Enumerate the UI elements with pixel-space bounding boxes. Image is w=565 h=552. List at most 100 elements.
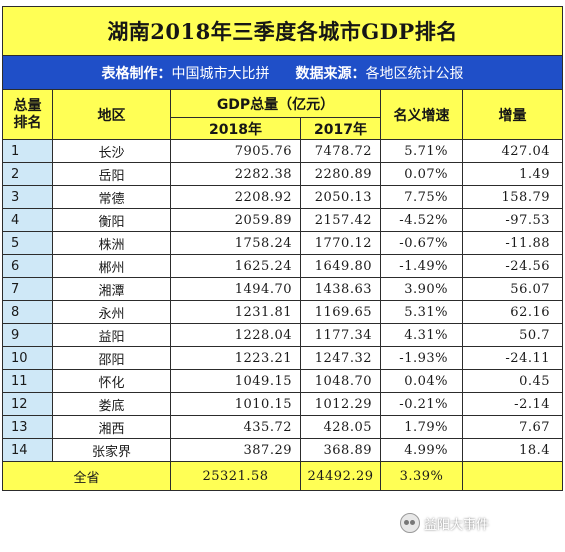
city-cell: 长沙 bbox=[52, 139, 171, 163]
increase-cell: 18.4 bbox=[461, 438, 564, 462]
growth-cell: -0.67% bbox=[380, 231, 463, 255]
gdp-2017-cell: 1048.70 bbox=[300, 369, 381, 393]
growth-cell: 0.07% bbox=[380, 162, 463, 186]
region-header: 地区 bbox=[52, 89, 171, 140]
increase-header: 增量 bbox=[461, 89, 564, 140]
increase-cell: 7.67 bbox=[461, 415, 564, 439]
table-row: 12 娄底 1010.15 1012.29 -0.21% -2.14 bbox=[2, 392, 564, 416]
gdp-2018-cell: 387.29 bbox=[170, 438, 301, 462]
gdp-2018-cell: 1223.21 bbox=[170, 346, 301, 370]
rank-cell: 13 bbox=[2, 415, 53, 439]
year-2018-header: 2018年 bbox=[170, 117, 301, 140]
city-cell: 怀化 bbox=[52, 369, 171, 393]
gdp-2017-cell: 1247.32 bbox=[300, 346, 381, 370]
city-cell: 株洲 bbox=[52, 231, 171, 255]
increase-cell: 56.07 bbox=[461, 277, 564, 301]
growth-cell: 4.31% bbox=[380, 323, 463, 347]
increase-cell: 50.7 bbox=[461, 323, 564, 347]
city-cell: 永州 bbox=[52, 300, 171, 324]
growth-cell: 5.31% bbox=[380, 300, 463, 324]
increase-cell: -97.53 bbox=[461, 208, 564, 232]
gdp-2017-cell: 1770.12 bbox=[300, 231, 381, 255]
total-label: 全省 bbox=[2, 461, 171, 491]
table-row: 5 株洲 1758.24 1770.12 -0.67% -11.88 bbox=[2, 231, 564, 255]
total-increase bbox=[461, 461, 564, 491]
table-row: 13 湘西 435.72 428.05 1.79% 7.67 bbox=[2, 415, 564, 439]
table-row: 14 张家界 387.29 368.89 4.99% 18.4 bbox=[2, 438, 564, 462]
gdp-2017-cell: 1169.65 bbox=[300, 300, 381, 324]
growth-cell: 3.90% bbox=[380, 277, 463, 301]
gdp-2018-cell: 1010.15 bbox=[170, 392, 301, 416]
growth-cell: -0.21% bbox=[380, 392, 463, 416]
growth-cell: -1.49% bbox=[380, 254, 463, 278]
rank-cell: 4 bbox=[2, 208, 53, 232]
rank-cell: 14 bbox=[2, 438, 53, 462]
rank-header: 总量 排名 bbox=[2, 89, 53, 140]
gdp-2018-cell: 1231.81 bbox=[170, 300, 301, 324]
increase-cell: 427.04 bbox=[461, 139, 564, 163]
rank-cell: 2 bbox=[2, 162, 53, 186]
city-cell: 郴州 bbox=[52, 254, 171, 278]
increase-cell: 1.49 bbox=[461, 162, 564, 186]
increase-cell: 62.16 bbox=[461, 300, 564, 324]
gdp-2018-cell: 1494.70 bbox=[170, 277, 301, 301]
increase-cell: 158.79 bbox=[461, 185, 564, 209]
gdp-2017-cell: 368.89 bbox=[300, 438, 381, 462]
rank-header-line2: 排名 bbox=[13, 114, 42, 131]
gdp-2018-cell: 1228.04 bbox=[170, 323, 301, 347]
gdp-2018-cell: 2059.89 bbox=[170, 208, 301, 232]
city-cell: 岳阳 bbox=[52, 162, 171, 186]
growth-cell: 4.99% bbox=[380, 438, 463, 462]
rank-cell: 11 bbox=[2, 369, 53, 393]
watermark: 益阳大事件 bbox=[400, 513, 489, 533]
increase-cell: -2.14 bbox=[461, 392, 564, 416]
growth-cell: -4.52% bbox=[380, 208, 463, 232]
gdp-2017-cell: 2280.89 bbox=[300, 162, 381, 186]
source-value: 各地区统计公报 bbox=[365, 65, 464, 82]
gdp-2018-cell: 2282.38 bbox=[170, 162, 301, 186]
increase-cell: 0.45 bbox=[461, 369, 564, 393]
gdp-2017-cell: 1012.29 bbox=[300, 392, 381, 416]
nominal-growth-header: 名义增速 bbox=[380, 89, 463, 140]
table-row: 2 岳阳 2282.38 2280.89 0.07% 1.49 bbox=[2, 162, 564, 186]
source-label: 数据来源： bbox=[295, 65, 366, 82]
rank-header-line1: 总量 bbox=[13, 97, 42, 114]
rank-cell: 5 bbox=[2, 231, 53, 255]
city-cell: 娄底 bbox=[52, 392, 171, 416]
table-row: 10 邵阳 1223.21 1247.32 -1.93% -24.11 bbox=[2, 346, 564, 370]
rank-cell: 6 bbox=[2, 254, 53, 278]
rank-cell: 12 bbox=[2, 392, 53, 416]
table-row: 4 衡阳 2059.89 2157.42 -4.52% -97.53 bbox=[2, 208, 564, 232]
total-row: 全省 25321.58 24492.29 3.39% bbox=[2, 461, 564, 491]
gdp-2018-cell: 435.72 bbox=[170, 415, 301, 439]
gdp-2017-cell: 7478.72 bbox=[300, 139, 381, 163]
table-row: 3 常德 2208.92 2050.13 7.75% 158.79 bbox=[2, 185, 564, 209]
city-cell: 湘潭 bbox=[52, 277, 171, 301]
gdp-2018-cell: 2208.92 bbox=[170, 185, 301, 209]
wechat-icon bbox=[400, 513, 420, 533]
growth-cell: 5.71% bbox=[380, 139, 463, 163]
table-row: 11 怀化 1049.15 1048.70 0.04% 0.45 bbox=[2, 369, 564, 393]
gdp-2018-cell: 1758.24 bbox=[170, 231, 301, 255]
table-row: 8 永州 1231.81 1169.65 5.31% 62.16 bbox=[2, 300, 564, 324]
rank-cell: 1 bbox=[2, 139, 53, 163]
gdp-2017-cell: 1177.34 bbox=[300, 323, 381, 347]
growth-cell: -1.93% bbox=[380, 346, 463, 370]
growth-cell: 1.79% bbox=[380, 415, 463, 439]
gdp-2017-cell: 2157.42 bbox=[300, 208, 381, 232]
gdp-2017-cell: 1438.63 bbox=[300, 277, 381, 301]
increase-cell: -24.56 bbox=[461, 254, 564, 278]
table-row: 7 湘潭 1494.70 1438.63 3.90% 56.07 bbox=[2, 277, 564, 301]
rank-cell: 9 bbox=[2, 323, 53, 347]
table-title: 湖南2018年三季度各城市GDP排名 bbox=[1, 6, 564, 56]
table-row: 9 益阳 1228.04 1177.34 4.31% 50.7 bbox=[2, 323, 564, 347]
growth-cell: 7.75% bbox=[380, 185, 463, 209]
gdp-2017-cell: 428.05 bbox=[300, 415, 381, 439]
rank-cell: 7 bbox=[2, 277, 53, 301]
maker-label: 表格制作： bbox=[101, 65, 172, 82]
year-2017-header: 2017年 bbox=[300, 117, 381, 140]
total-growth: 3.39% bbox=[380, 461, 463, 491]
rank-cell: 10 bbox=[2, 346, 53, 370]
city-cell: 邵阳 bbox=[52, 346, 171, 370]
city-cell: 衡阳 bbox=[52, 208, 171, 232]
